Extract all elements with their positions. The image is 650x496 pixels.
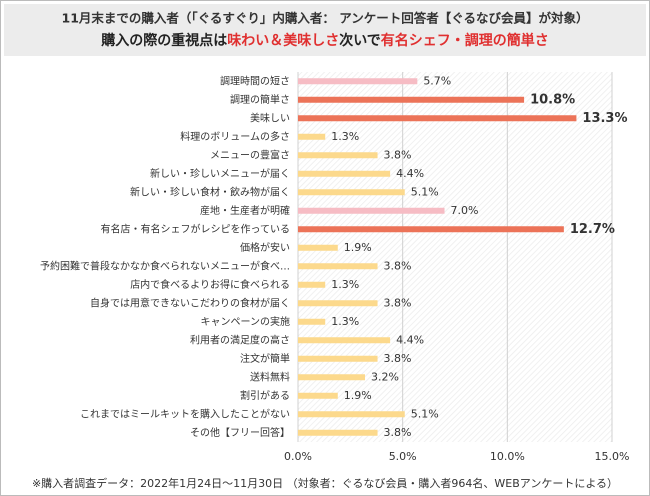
y-tick-label: その他【フリー回答】 [190, 426, 290, 439]
bar [298, 374, 365, 381]
x-tick-label: 10.0% [490, 450, 525, 463]
value-label: 5.1% [411, 407, 439, 420]
y-tick-label: 送料無料 [250, 370, 290, 383]
subtitle-part: 味わい＆美味しさ [227, 32, 339, 49]
bar [298, 207, 445, 214]
x-tick-label: 5.0% [389, 450, 417, 463]
value-label: 3.8% [384, 426, 412, 439]
y-tick-label: 新しい・珍しいメニューが届く [150, 167, 290, 180]
x-tick-label: 15.0% [595, 450, 630, 463]
value-label: 7.0% [451, 204, 479, 217]
y-tick-label: キャンペーンの実施 [201, 315, 291, 328]
value-label: 1.3% [331, 130, 359, 143]
bar [298, 115, 577, 122]
value-label: 5.7% [423, 74, 451, 87]
chart-subtitle: 購入の際の重視点は味わい＆美味しさ次いで有名シェフ・調理の簡単さ [100, 32, 549, 49]
x-tick-label: 0.0% [284, 450, 312, 463]
y-tick-label: 産地・生産者が明確 [200, 204, 290, 217]
bar [298, 300, 378, 307]
bar [298, 78, 418, 85]
value-label: 5.1% [411, 185, 439, 198]
plot-area [298, 72, 612, 442]
bar [298, 337, 391, 344]
y-tick-label: 割引がある [240, 389, 290, 402]
bar [298, 281, 326, 288]
y-tick-label: メニューの豊富さ [210, 148, 290, 161]
value-label: 4.4% [396, 333, 424, 346]
footnote: ※購入者調査データ：2022年1月24日～11月30日 （対象者：ぐるなび会員・… [32, 476, 618, 490]
value-label: 3.8% [384, 259, 412, 272]
value-label: 1.3% [331, 278, 359, 291]
value-label: 3.8% [384, 148, 412, 161]
bar [298, 355, 378, 362]
value-label: 1.3% [331, 315, 359, 328]
bar [298, 170, 391, 177]
bar [298, 189, 405, 196]
bar [298, 152, 378, 159]
y-tick-label: 料理のボリュームの多さ [180, 130, 290, 143]
value-label: 3.2% [371, 370, 399, 383]
bar [298, 429, 378, 436]
value-label: 13.3% [582, 111, 627, 126]
value-label: 1.9% [344, 389, 372, 402]
y-tick-label: 調理時間の短さ [220, 74, 290, 87]
subtitle-part: 次いで [339, 32, 381, 49]
y-tick-label: 調理の簡単さ [230, 93, 290, 106]
bar [298, 263, 378, 270]
value-label: 4.4% [396, 167, 424, 180]
bar [298, 411, 405, 418]
bar [298, 318, 326, 325]
bar [298, 96, 525, 103]
chart-title: 11月末までの購入者（「ぐるすぐり」内購入者： アンケート回答者【ぐるなび会員】… [62, 11, 589, 26]
y-tick-label: 美味しい [250, 111, 290, 124]
y-tick-label: 予約困難で普段なかなか食べられないメニューが食べ… [40, 259, 290, 272]
value-label: 3.8% [384, 296, 412, 309]
bar [298, 392, 338, 399]
y-tick-label: 有名店・有名シェフがレシピを作っている [101, 222, 291, 235]
title-box [4, 4, 646, 56]
y-tick-label: 利用者の満足度の高さ [190, 333, 290, 346]
value-label: 12.7% [570, 222, 615, 237]
y-tick-label: 注文が簡単 [240, 352, 290, 365]
y-tick-label: 店内で食べるよりお得に食べられる [130, 278, 290, 291]
value-label: 10.8% [530, 92, 575, 107]
subtitle-part: 購入の際の重視点は [100, 32, 227, 49]
y-tick-label: 価格が安い [240, 241, 290, 254]
bar [298, 226, 564, 233]
value-label: 3.8% [384, 352, 412, 365]
y-tick-label: 自身では用意できないこだわりの食材が届く [90, 296, 290, 309]
bar [298, 133, 326, 140]
bar [298, 244, 338, 251]
y-tick-label: 新しい・珍しい食材・飲み物が届く [130, 185, 290, 198]
value-label: 1.9% [344, 241, 372, 254]
subtitle-part: 有名シェフ・調理の簡単さ [381, 32, 549, 49]
y-tick-label: これまではミールキットを購入したことがない [80, 407, 290, 420]
